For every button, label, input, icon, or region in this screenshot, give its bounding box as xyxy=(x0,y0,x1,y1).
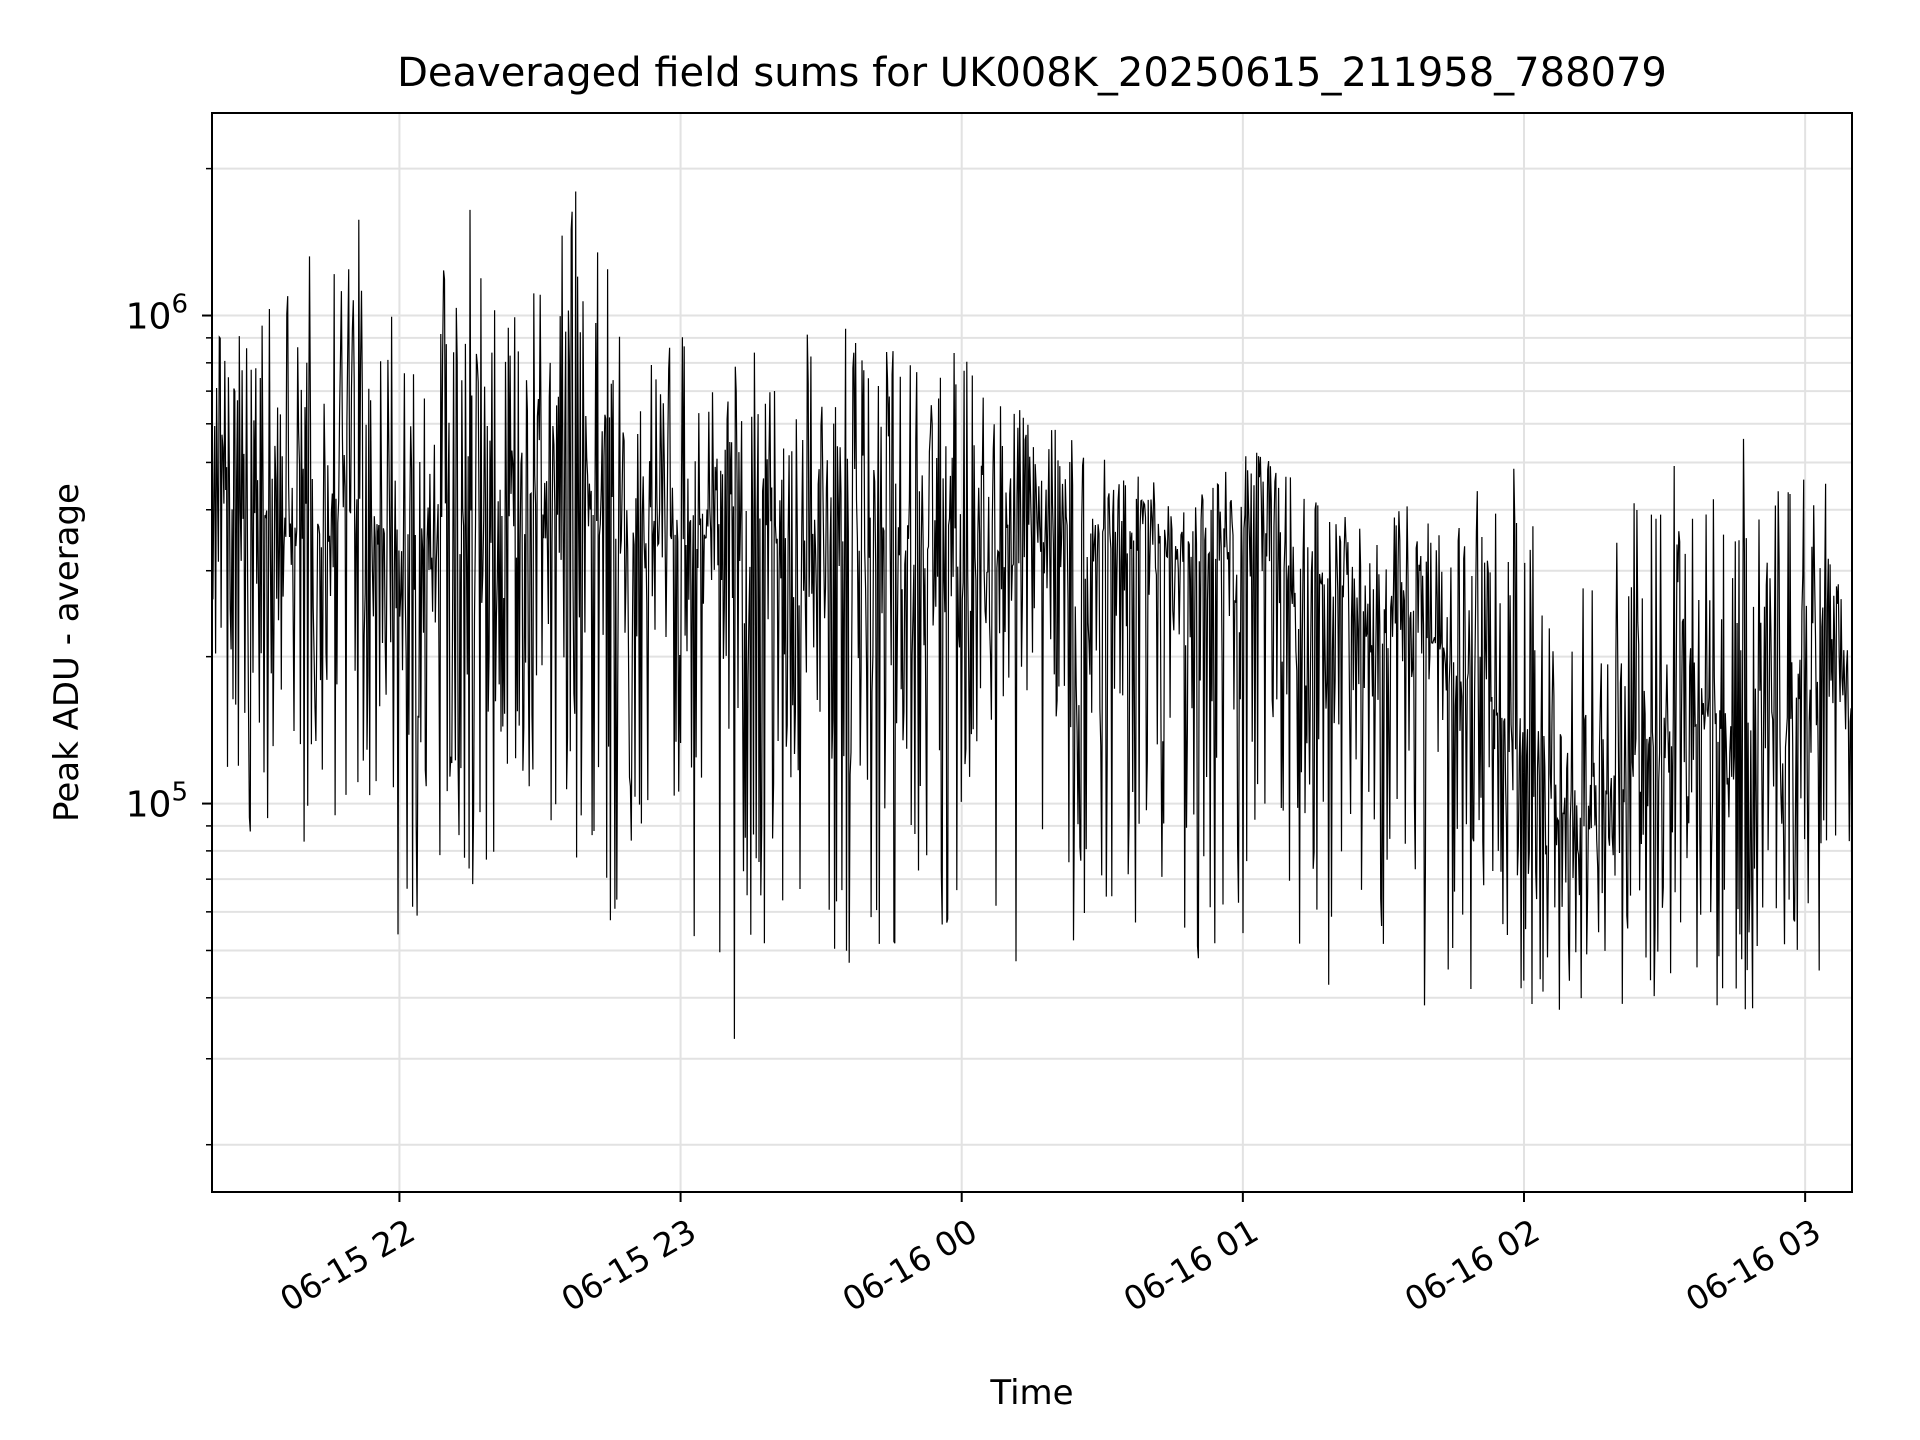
x-tick-label: 06-16 03 xyxy=(1679,1211,1827,1319)
x-tick-label: 06-16 02 xyxy=(1398,1211,1546,1319)
y-tick-label: 106 xyxy=(126,290,188,338)
x-axis-label: Time xyxy=(989,1373,1073,1413)
series-line xyxy=(212,191,1852,1039)
chart-title: Deaveraged field sums for UK008K_2025061… xyxy=(397,50,1667,96)
x-tick-label: 06-16 00 xyxy=(836,1211,984,1319)
x-tick-label: 06-15 23 xyxy=(555,1211,703,1319)
plot-frame xyxy=(211,112,1853,1193)
x-tick-label: 06-16 01 xyxy=(1117,1211,1265,1319)
y-axis-label: Peak ADU - average xyxy=(47,483,87,822)
y-tick-label: 105 xyxy=(126,778,188,826)
series-layer xyxy=(212,191,1852,1039)
x-tick-label: 06-15 22 xyxy=(273,1211,421,1319)
